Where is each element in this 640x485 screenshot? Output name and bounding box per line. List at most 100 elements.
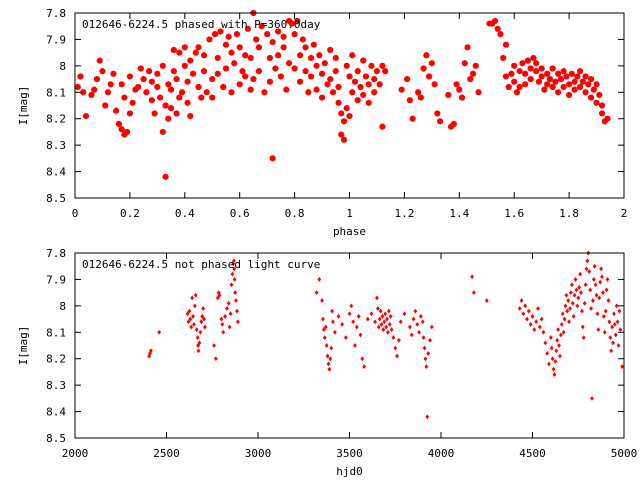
unphased-data-point (383, 311, 388, 317)
phased-data-point (275, 52, 282, 59)
unphased-data-point (388, 314, 393, 319)
unphased-data-point (415, 321, 420, 327)
phased-data-point (209, 94, 216, 101)
phased-data-point (398, 86, 405, 93)
unphased-data-point (470, 274, 475, 280)
unphased-data-point (587, 269, 592, 274)
phased-data-point (242, 73, 249, 80)
unphased-y-tick-label: 8 (59, 300, 66, 313)
unphased-plot-title: 012646-6224.5 not phased light curve (82, 258, 320, 271)
phased-data-point (360, 57, 367, 64)
unphased-data-point (570, 300, 575, 306)
phased-data-point (500, 54, 507, 62)
phased-data-point (593, 81, 600, 88)
unphased-data-point (232, 277, 237, 282)
phased-data-point (286, 60, 293, 67)
unphased-data-point (521, 311, 526, 317)
unphased-data-point (543, 340, 548, 346)
unphased-data-point (523, 303, 528, 309)
phased-data-point (154, 83, 161, 91)
phased-data-point (143, 89, 150, 96)
phased-data-point (118, 81, 125, 88)
phased-data-point (533, 68, 540, 75)
unphased-data-point (605, 277, 610, 282)
phased-data-point (170, 46, 177, 54)
phased-data-point (236, 81, 243, 88)
phased-data-point (104, 89, 112, 96)
phased-data-point (327, 46, 334, 54)
phased-data-point (560, 68, 567, 75)
phased-y-tick-label: 8.3 (46, 139, 66, 152)
unphased-data-point (559, 321, 564, 327)
phased-data-point (321, 60, 328, 67)
unphased-data-point (545, 351, 550, 356)
phased-y-tick-label: 7.8 (46, 7, 66, 20)
phased-data-point (151, 110, 158, 117)
phased-data-point (538, 73, 545, 80)
phased-data-point (382, 68, 389, 75)
phased-data-point (181, 62, 188, 69)
phased-data-point (502, 73, 510, 80)
unphased-data-point (365, 316, 370, 322)
phased-data-point (113, 107, 120, 114)
unphased-data-point (557, 343, 561, 348)
unphased-data-point (322, 335, 327, 340)
unphased-data-point (187, 308, 192, 314)
phased-data-point (124, 128, 131, 136)
phased-data-point (294, 17, 301, 25)
phased-data-point (99, 68, 106, 75)
unphased-data-point (595, 311, 600, 317)
unphased-data-point (551, 366, 556, 372)
phased-y-tick-label: 8.4 (46, 166, 66, 179)
phased-data-point (371, 75, 378, 83)
unphased-data-point (594, 292, 599, 298)
phased-data-point (420, 65, 427, 72)
unphased-axis-ticks (74, 252, 625, 439)
unphased-data-point (197, 340, 202, 346)
unphased-data-point (411, 316, 416, 322)
unphased-data-point (382, 319, 387, 325)
phased-data-point (423, 52, 430, 59)
phased-data-point (291, 31, 298, 38)
unphased-data-point (552, 372, 557, 377)
phased-data-point (522, 70, 529, 77)
phased-data-point (406, 97, 413, 104)
unphased-x-tick-label: 5000 (611, 447, 638, 460)
phased-y-tick-label: 7.9 (46, 33, 66, 46)
unphased-data-point (574, 287, 579, 293)
phased-data-point (527, 65, 534, 72)
unphased-data-point (541, 329, 546, 335)
unphased-data-point (578, 271, 582, 277)
phased-data-point (225, 33, 232, 40)
phased-data-point (428, 60, 435, 67)
unphased-data-point (568, 306, 572, 311)
phased-data-point (566, 91, 573, 99)
phased-data-point (159, 62, 166, 69)
unphased-data-point (429, 324, 434, 330)
phased-data-point (222, 65, 230, 72)
unphased-data-point (528, 321, 533, 327)
unphased-data-point (601, 314, 606, 319)
unphased-data-point (417, 329, 421, 335)
unphased-data-point (189, 324, 194, 330)
phased-x-tick-label: 1.8 (559, 207, 579, 220)
phased-data-point (167, 86, 175, 93)
phased-data-point (516, 83, 523, 91)
phased-data-point (346, 112, 353, 120)
phased-data-point (189, 70, 197, 77)
phased-data-point (464, 44, 471, 51)
phased-data-point (302, 44, 309, 51)
unphased-data-point (233, 290, 238, 296)
unphased-data-point (332, 329, 337, 335)
phased-data-point (349, 89, 356, 96)
unphased-data-point (558, 353, 562, 359)
phased-data-point (538, 65, 545, 72)
phased-data-point (340, 118, 348, 125)
unphased-data-point (609, 348, 614, 354)
unphased-data-point (203, 324, 207, 330)
phased-data-point (280, 33, 287, 40)
phased-data-point (247, 54, 254, 62)
phased-x-tick-label: 0.2 (120, 207, 140, 220)
